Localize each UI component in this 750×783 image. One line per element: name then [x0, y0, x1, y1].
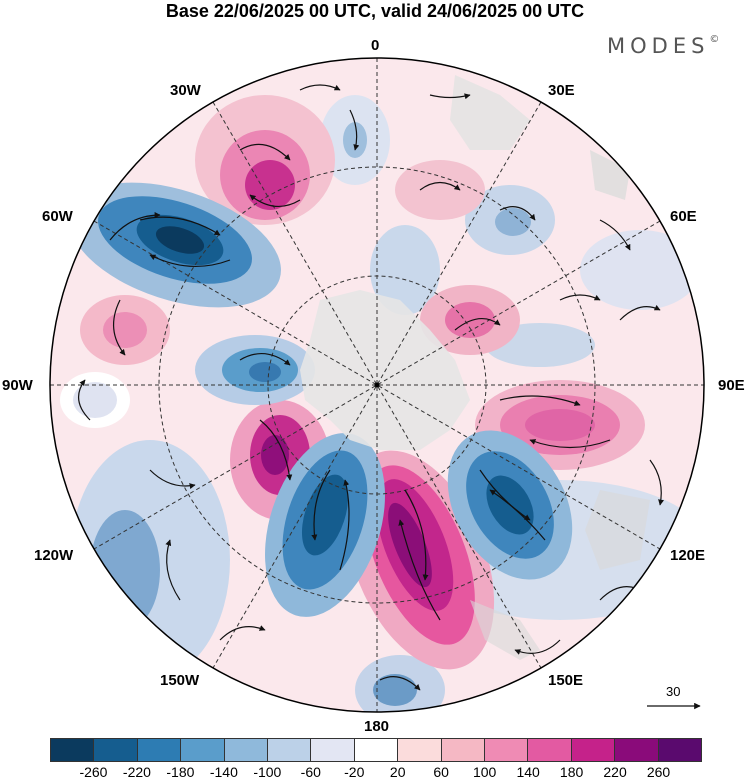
colorbar-tick-label: 100	[473, 764, 496, 780]
colorbar-segment	[571, 739, 614, 761]
brand-name: MODES	[607, 34, 709, 58]
colorbar-segment	[224, 739, 267, 761]
reference-vector-label: 30	[666, 684, 680, 699]
label-0: 0	[371, 37, 379, 55]
colorbar-segment	[267, 739, 310, 761]
label-150w: 150W	[160, 672, 199, 690]
label-60w: 60W	[42, 208, 73, 226]
colorbar-tick-label: -100	[253, 764, 281, 780]
colorbar-tick-label: -20	[344, 764, 364, 780]
label-120w: 120W	[34, 547, 73, 565]
label-150e: 150E	[548, 672, 583, 690]
colorbar-tick-label: 140	[516, 764, 539, 780]
label-90e: 90E	[718, 377, 745, 395]
colorbar-tick-label: -60	[301, 764, 321, 780]
colorbar-tick-label: -260	[79, 764, 107, 780]
colorbar-segment	[137, 739, 180, 761]
label-90w: 90W	[2, 377, 33, 395]
colorbar-ticks: -260 -220 -180 -140 -100 -60 -20 20 60 100 140 180 2…	[0, 764, 750, 782]
label-120e: 120E	[670, 547, 705, 565]
south-pole-marker	[375, 383, 380, 388]
colorbar-tick-label: 220	[603, 764, 626, 780]
label-60e: 60E	[670, 208, 697, 226]
colorbar-segment	[397, 739, 440, 761]
label-180: 180	[364, 718, 389, 736]
colorbar-tick-label: 20	[390, 764, 406, 780]
map-title: Base 22/06/2025 00 UTC, valid 24/06/2025…	[0, 0, 750, 22]
colorbar-tick-label: 60	[433, 764, 449, 780]
colorbar-tick-label: 260	[647, 764, 670, 780]
colorbar-segment	[484, 739, 527, 761]
colorbar-segment	[614, 739, 657, 761]
colorbar-segment	[180, 739, 223, 761]
colorbar-segment	[51, 739, 93, 761]
brand-mark: ©	[709, 34, 719, 45]
colorbar-tick-label: -220	[123, 764, 151, 780]
colorbar	[50, 738, 702, 762]
colorbar-segment	[527, 739, 570, 761]
label-30w: 30W	[170, 82, 201, 100]
colorbar-segment	[310, 739, 353, 761]
colorbar-segment	[658, 739, 701, 761]
colorbar-tick-label: -140	[210, 764, 238, 780]
colorbar-segment	[93, 739, 136, 761]
colorbar-segment	[354, 739, 397, 761]
label-30e: 30E	[548, 82, 575, 100]
polar-map	[0, 0, 750, 783]
colorbar-tick-label: -180	[166, 764, 194, 780]
brand-logo: MODES©	[607, 34, 719, 58]
colorbar-segment	[441, 739, 484, 761]
colorbar-tick-label: 180	[560, 764, 583, 780]
